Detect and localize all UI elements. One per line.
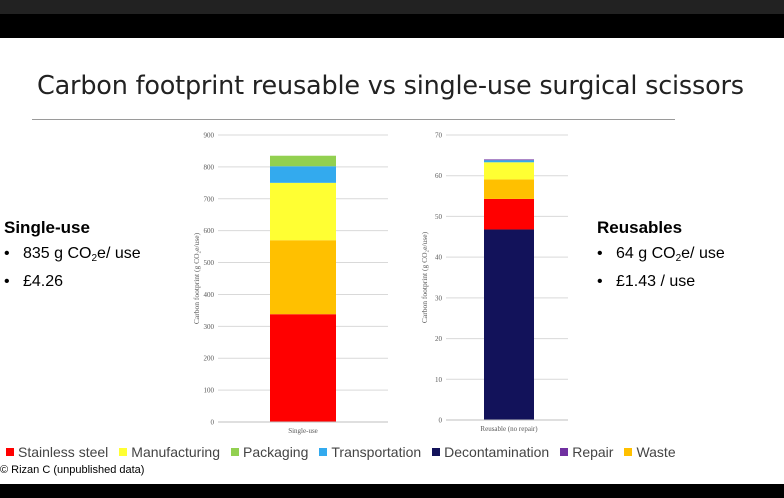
y-tick-label: 50 <box>435 213 443 221</box>
single-use-chart: 0 100 200 300 400 500 600 700 800 900 Carbon footp… <box>192 132 388 435</box>
bottom-black-bar <box>0 484 784 498</box>
bar-segment-repair <box>484 159 534 161</box>
y-tick-label: 600 <box>204 227 215 235</box>
y-tick-label: 70 <box>435 132 443 140</box>
legend-item: Stainless steel <box>6 444 108 460</box>
y-axis-label: Carbon footprint (g CO₂e/use) <box>192 232 201 324</box>
legend-swatch <box>119 448 128 456</box>
y-tick-label: 400 <box>204 291 215 299</box>
legend-label: Repair <box>572 444 614 460</box>
chart-legend: Stainless steel Manufacturing Packaging Tra… <box>6 444 687 460</box>
single-use-cost-bullet: £4.26 <box>4 270 141 293</box>
bar-segment-packaging <box>270 155 336 167</box>
legend-item: Manufacturing <box>119 444 220 460</box>
legend-label: Transportation <box>331 444 422 460</box>
bullet-text: 64 g CO <box>616 245 676 262</box>
bar-segment-waste <box>484 179 534 199</box>
y-tick-label: 700 <box>204 195 215 203</box>
reusable-chart: 0 10 20 30 40 50 60 70 Carbon footprint (g CO₂e/… <box>420 132 568 433</box>
reusables-bullets: 64 g CO2e/ use £1.43 / use <box>597 242 725 293</box>
bar-segment-stainless-steel <box>270 314 336 422</box>
bar-segment-stainless-steel <box>484 198 534 230</box>
bullet-subscript: 2 <box>91 253 98 264</box>
legend-swatch <box>6 448 14 456</box>
slide-title: Carbon footprint reusable vs single-use … <box>37 71 744 101</box>
y-tick-label: 900 <box>204 132 215 140</box>
y-tick-label: 300 <box>204 323 215 331</box>
legend-item: Waste <box>624 444 676 460</box>
bar-segment-decontamination <box>484 229 534 420</box>
reusables-carbon-bullet: 64 g CO2e/ use <box>597 242 725 270</box>
legend-label: Stainless steel <box>18 444 109 460</box>
bullet-text: 835 g CO <box>23 245 92 262</box>
bullet-text: £1.43 / use <box>616 273 696 290</box>
legend-item: Decontamination <box>432 444 549 460</box>
y-tick-label: 10 <box>435 376 443 384</box>
y-tick-label: 60 <box>435 172 443 180</box>
legend-swatch <box>560 448 569 456</box>
reusables-heading: Reusables <box>597 218 683 237</box>
bar-segment-transportation <box>270 166 336 183</box>
y-tick-label: 200 <box>204 355 215 363</box>
y-tick-label: 500 <box>204 259 215 267</box>
legend-item: Transportation <box>319 444 421 460</box>
legend-swatch <box>432 448 441 456</box>
bar-segment-manufacturing <box>484 162 534 180</box>
bar-segment-manufacturing <box>270 182 336 241</box>
y-tick-label: 30 <box>435 294 443 302</box>
y-tick-label: 40 <box>435 254 443 262</box>
bullet-text-suffix: e/ use <box>681 245 725 262</box>
bullet-subscript: 2 <box>675 253 682 264</box>
bar-segment-transportation <box>484 160 534 163</box>
single-use-heading: Single-use <box>4 218 90 237</box>
single-use-carbon-bullet: 835 g CO2e/ use <box>4 242 141 270</box>
x-category-label: Reusable (no repair) <box>480 425 538 433</box>
y-tick-label: 0 <box>439 417 443 425</box>
y-tick-label: 0 <box>211 419 215 427</box>
single-use-panel: Single-use 835 g CO2e/ use £4.26 <box>4 218 141 293</box>
legend-swatch <box>624 448 633 456</box>
legend-label: Decontamination <box>444 444 550 460</box>
single-use-bullets: 835 g CO2e/ use £4.26 <box>4 242 141 293</box>
legend-label: Waste <box>636 444 676 460</box>
x-category-label: Single-use <box>288 427 318 435</box>
legend-swatch <box>319 448 328 456</box>
title-divider <box>32 119 675 120</box>
bullet-text: £4.26 <box>23 273 64 290</box>
top-black-bar <box>0 0 784 14</box>
y-tick-label: 800 <box>204 163 215 171</box>
reusables-cost-bullet: £1.43 / use <box>597 270 725 293</box>
legend-label: Packaging <box>243 444 309 460</box>
bar-segment-waste <box>270 240 336 315</box>
legend-label: Manufacturing <box>131 444 220 460</box>
y-tick-label: 20 <box>435 335 443 343</box>
bullet-text-suffix: e/ use <box>97 245 141 262</box>
y-tick-label: 100 <box>204 387 215 395</box>
legend-item: Repair <box>560 444 613 460</box>
legend-item: Packaging <box>231 444 308 460</box>
presentation-slide: Carbon footprint reusable vs single-use … <box>0 38 784 484</box>
legend-swatch <box>231 448 239 456</box>
y-axis-label: Carbon footprint (g CO₂e/use) <box>420 231 429 323</box>
source-credit: © Rizan C (unpublished data) <box>0 464 145 476</box>
reusables-panel: Reusables 64 g CO2e/ use £1.43 / use <box>597 218 725 293</box>
